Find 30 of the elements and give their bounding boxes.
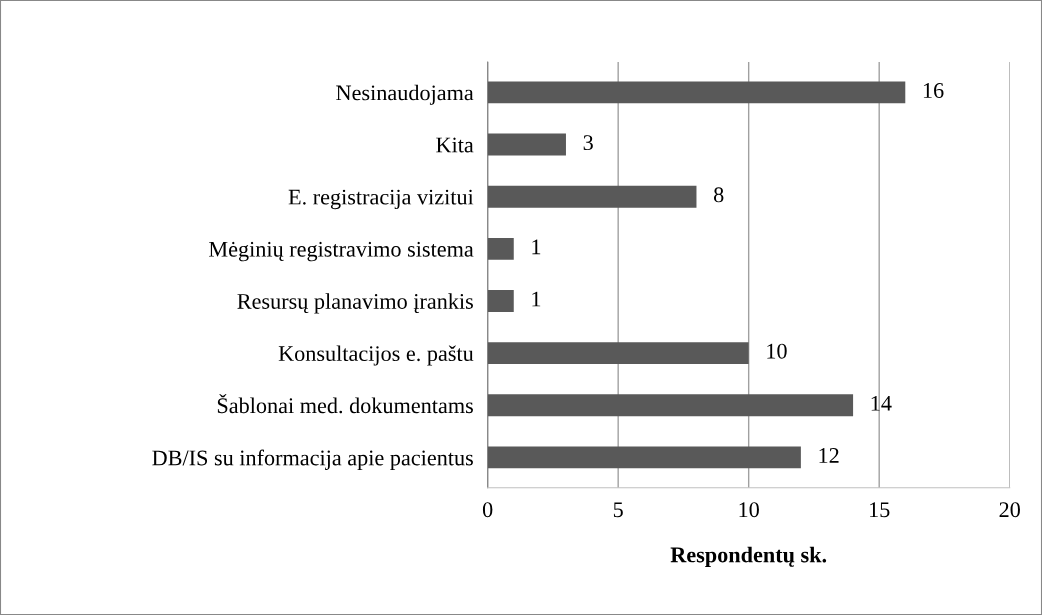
- bar: [487, 81, 906, 104]
- bar: [487, 133, 566, 156]
- bar: [487, 185, 697, 208]
- y-tick-label: Resursų planavimo įrankis: [237, 293, 473, 314]
- x-tick-label: 15: [870, 502, 890, 518]
- bar: [487, 290, 514, 312]
- y-tick-label: E. registracija vizitui: [288, 189, 474, 210]
- y-tick-label: Šablonai med. dokumentams: [217, 393, 473, 414]
- x-tick-label: 0: [482, 502, 493, 518]
- data-label: 12: [819, 448, 839, 463]
- data-label: 8: [713, 187, 724, 203]
- y-tick-label: Mėginių registravimo sistema: [209, 241, 474, 262]
- data-label: 10: [767, 343, 787, 359]
- y-tick-label: Kita: [436, 137, 474, 153]
- y-tick-label: DB/IS su informacija apie pacientus: [152, 449, 473, 470]
- data-label: 1: [532, 239, 541, 255]
- y-tick-label: Konsultacijos e. paštu: [278, 345, 474, 366]
- bar: [487, 342, 749, 365]
- x-tick-label: 10: [739, 502, 759, 518]
- x-tick-label: 5: [613, 502, 623, 518]
- data-label: 16: [923, 83, 944, 98]
- bar: [487, 446, 801, 469]
- y-tick-label: Nesinaudojama: [336, 84, 474, 105]
- data-label: 1: [532, 291, 541, 307]
- x-tick-label: 20: [999, 502, 1020, 518]
- x-axis-title: Respondentų sk.: [670, 546, 827, 567]
- data-label: 3: [583, 135, 593, 151]
- data-label: 14: [871, 395, 892, 411]
- bar: [487, 394, 854, 417]
- bar: [487, 237, 514, 260]
